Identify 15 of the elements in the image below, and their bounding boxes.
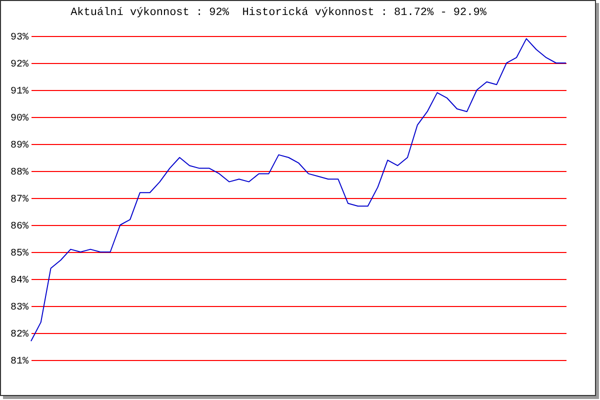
- y-tick-label: 83%: [10, 302, 28, 314]
- y-tick-label: 92%: [10, 60, 28, 70]
- y-tick-label: 82%: [10, 330, 28, 340]
- y-tick-label: 93%: [10, 32, 28, 44]
- y-tick-label: 88%: [10, 168, 28, 178]
- y-tick-label: 91%: [10, 86, 28, 98]
- y-tick-label: 90%: [10, 114, 28, 124]
- line-series: [30, 38, 566, 342]
- y-tick-label: 81%: [10, 356, 28, 368]
- y-tick-label: 86%: [10, 222, 28, 232]
- chart-title: Aktuální výkonnost : 92% Historická výkonnost : 81.72% - 92.9%: [70, 7, 487, 19]
- y-tick-label: 84%: [10, 276, 28, 286]
- y-tick-label: 85%: [10, 248, 28, 260]
- y-tick-label: 87%: [10, 194, 28, 206]
- y-tick-label: 89%: [10, 140, 28, 152]
